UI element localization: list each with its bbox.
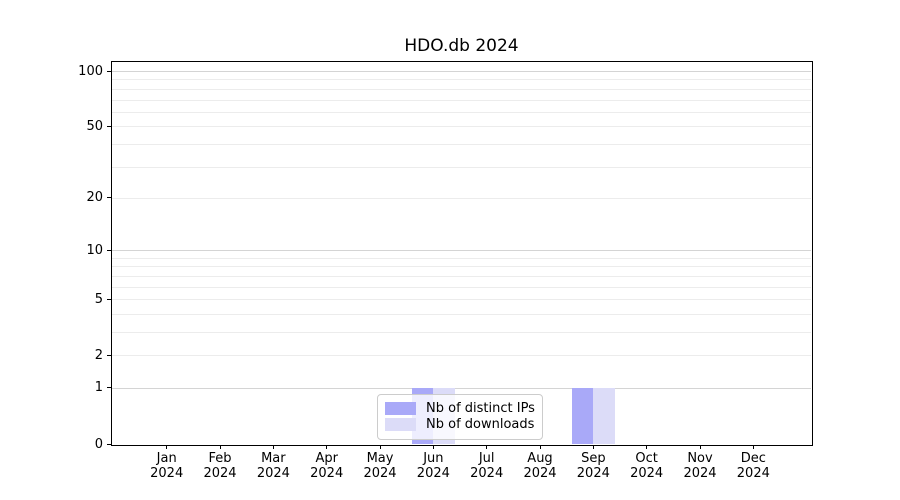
legend: Nb of distinct IPs Nb of downloads	[377, 394, 543, 440]
y-tick-label: 10	[86, 242, 103, 258]
y-tick-mark	[107, 70, 112, 72]
x-tick-month: Nov	[687, 451, 713, 466]
x-tick-year: 2024	[683, 466, 717, 481]
x-tick-year: 2024	[416, 466, 450, 481]
legend-label-downloads: Nb of downloads	[426, 417, 535, 432]
x-tick-label: Feb 2024	[180, 451, 260, 481]
x-tick-month: Oct	[635, 451, 658, 466]
x-tick-month: May	[366, 451, 394, 466]
y-tick-mark	[107, 354, 112, 356]
gridline-minor	[112, 355, 811, 357]
legend-entry-downloads: Nb of downloads	[385, 417, 535, 432]
x-tick-mark	[219, 445, 221, 449]
x-tick-mark	[379, 445, 381, 449]
legend-entry-distinct-ips: Nb of distinct IPs	[385, 401, 535, 416]
x-tick-mark	[592, 445, 594, 449]
x-tick-label: Nov 2024	[660, 451, 740, 481]
gridline-major	[112, 387, 811, 389]
legend-swatch-distinct-ips-icon	[385, 402, 416, 415]
x-tick-month: Jul	[478, 451, 495, 466]
x-tick-year: 2024	[576, 466, 610, 481]
y-tick-label: 0	[94, 436, 103, 452]
gridline-minor	[112, 111, 811, 113]
x-tick-mark	[486, 445, 488, 449]
gridline-minor	[112, 257, 811, 259]
bar-distinct-ips-sep	[572, 387, 594, 444]
y-tick-mark	[107, 443, 112, 445]
gridline-minor	[112, 299, 811, 301]
x-tick-year: 2024	[470, 466, 504, 481]
x-tick-label: Dec 2024	[713, 451, 793, 481]
x-tick-label: Mar 2024	[233, 451, 313, 481]
x-tick-year: 2024	[256, 466, 290, 481]
gridline-major	[112, 250, 811, 252]
x-tick-mark	[699, 445, 701, 449]
y-tick-label: 100	[78, 63, 103, 79]
x-tick-year: 2024	[630, 466, 664, 481]
x-tick-mark	[432, 445, 434, 449]
x-tick-label: Sep 2024	[553, 451, 633, 481]
x-tick-month: Mar	[261, 451, 286, 466]
gridline-minor	[112, 331, 811, 333]
chart-title: HDO.db 2024	[404, 36, 519, 56]
x-tick-month: Jan	[156, 451, 177, 466]
x-tick-month: Apr	[315, 451, 338, 466]
gridline-minor	[112, 143, 811, 145]
gridline-minor	[112, 166, 811, 168]
x-tick-label: Jul 2024	[447, 451, 527, 481]
legend-label-distinct-ips: Nb of distinct IPs	[426, 401, 535, 416]
gridline-minor	[112, 266, 811, 268]
gridline-minor	[112, 313, 811, 315]
x-tick-mark	[539, 445, 541, 449]
gridline-minor	[112, 88, 811, 90]
gridline-minor	[112, 286, 811, 288]
x-tick-mark	[326, 445, 328, 449]
x-tick-month: Dec	[740, 451, 766, 466]
x-tick-mark	[752, 445, 754, 449]
legend-swatch-downloads-icon	[385, 418, 416, 431]
x-tick-month: Aug	[527, 451, 553, 466]
y-tick-mark	[107, 387, 112, 389]
x-tick-month: Sep	[581, 451, 606, 466]
gridline-minor	[112, 126, 811, 128]
plot-area	[112, 62, 811, 444]
x-tick-label: Aug 2024	[500, 451, 580, 481]
x-tick-mark	[272, 445, 274, 449]
gridline-minor	[112, 197, 811, 199]
x-tick-year: 2024	[363, 466, 397, 481]
gridline-minor	[112, 79, 811, 81]
x-tick-label: Apr 2024	[287, 451, 367, 481]
y-tick-mark	[107, 197, 112, 199]
y-tick-label: 5	[94, 291, 103, 307]
x-tick-year: 2024	[150, 466, 184, 481]
bar-downloads-sep	[593, 387, 615, 444]
x-tick-label: Oct 2024	[607, 451, 687, 481]
y-tick-mark	[107, 298, 112, 300]
y-tick-label: 1	[94, 380, 103, 396]
x-tick-month: Feb	[208, 451, 232, 466]
x-tick-year: 2024	[736, 466, 770, 481]
y-tick-mark	[107, 249, 112, 251]
x-tick-year: 2024	[203, 466, 237, 481]
gridline-minor	[112, 99, 811, 101]
x-tick-year: 2024	[310, 466, 344, 481]
gridline-minor	[112, 275, 811, 277]
x-tick-mark	[646, 445, 648, 449]
y-tick-label: 2	[94, 347, 103, 363]
y-tick-mark	[107, 125, 112, 127]
y-tick-label: 20	[86, 190, 103, 206]
x-tick-label: Jun 2024	[393, 451, 473, 481]
x-tick-year: 2024	[523, 466, 557, 481]
x-tick-label: May 2024	[340, 451, 420, 481]
x-tick-label: Jan 2024	[127, 451, 207, 481]
x-tick-mark	[166, 445, 168, 449]
y-tick-label: 50	[86, 118, 103, 134]
x-tick-month: Jun	[423, 451, 444, 466]
gridline-major	[112, 71, 811, 73]
